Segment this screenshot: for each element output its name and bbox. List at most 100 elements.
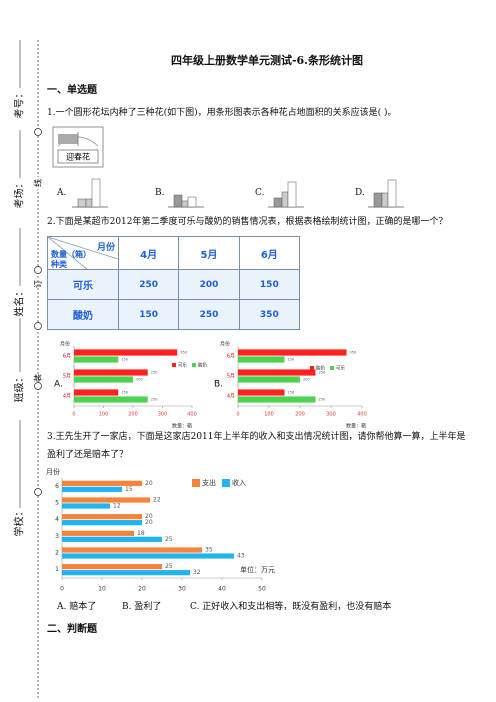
x-axis-title: 数量：箱: [346, 423, 366, 430]
x-tick-label: 0: [236, 412, 239, 418]
margin-label: 考场：: [14, 178, 26, 209]
row-header: 可乐: [47, 269, 119, 300]
option-icon: [72, 178, 108, 208]
value-label: 25: [165, 536, 173, 543]
bar: [62, 503, 110, 509]
value-label: 150: [288, 391, 295, 395]
bar: [62, 514, 142, 520]
doc-title: 四年级上册数学单元测试-6.条形统计图: [170, 54, 364, 67]
bar: [74, 376, 133, 383]
value-label: 350: [350, 351, 357, 355]
bar: [238, 389, 285, 396]
margin-line: 线 线 订 装: [19, 40, 45, 700]
x-tick-label: 30: [178, 586, 186, 593]
category-label: 6月: [63, 354, 71, 360]
value-label: 250: [151, 371, 158, 375]
x-tick-label: 50: [258, 586, 266, 593]
diagonal: [48, 237, 118, 260]
question-text: 1.一个圆形花坛内种了三种花(如下图)，用条形图表示各种花占地面积的关系应该是(…: [47, 108, 397, 118]
x-tick-label: 10: [98, 586, 106, 593]
value-label: 250: [151, 398, 158, 402]
category-label: 6: [55, 483, 59, 490]
icon-bar: [373, 192, 383, 208]
value-label: 18: [137, 530, 145, 537]
icon-bar: [91, 178, 101, 208]
category-label: 1: [55, 566, 59, 573]
table-cell: 350: [238, 299, 301, 330]
option: B.: [155, 188, 165, 198]
chart-a: 0 100 200 300 400 4月 150 250 5月 250 200 6月 350 150 可乐 酸…: [54, 341, 207, 430]
category-label: 4月: [63, 394, 71, 400]
icon-bar: [85, 198, 93, 208]
value-label: 12: [113, 503, 121, 510]
value-label: 150: [121, 358, 128, 362]
x-axis-title: 数量：箱: [172, 423, 192, 430]
icon-bar: [273, 197, 283, 208]
category-label: 5: [55, 500, 59, 507]
category-label: 3: [55, 533, 59, 540]
x-tick-label: 200: [128, 412, 138, 418]
binding-mark: 装: [33, 374, 43, 382]
bar: [62, 530, 134, 536]
bar: [62, 536, 162, 542]
option-icon: [168, 194, 204, 208]
margin-label: 姓名：: [14, 286, 26, 317]
x-tick-label: 20: [138, 586, 146, 593]
corner-diagonals: [48, 237, 118, 270]
category-label: 2: [55, 550, 59, 557]
bar: [238, 349, 347, 356]
bar: [74, 356, 119, 363]
category-label: 4月: [227, 394, 235, 400]
value-label: 200: [303, 378, 310, 382]
chart-b: 0 100 200 300 400 4月 150 250 5月 250 200 6月 350 150 酸奶 可…: [214, 341, 367, 430]
table-body: 月份 数量（箱） 种类 4月 5月 6月 可乐 250 200 150 酸奶 150 250 35…: [47, 236, 301, 330]
option-label: A.: [54, 380, 63, 390]
icon-bar: [173, 194, 183, 208]
question-text: 3.王先生开了一家店，下面是这家店2011年上半年的收入和支出情况统计图，请你帮…: [47, 432, 466, 460]
figure-box: [57, 149, 99, 164]
x-tick-label: 100: [264, 412, 274, 418]
corner-cell: 月份 数量（箱） 种类: [47, 236, 119, 270]
option-icon: [368, 179, 404, 208]
y-axis-title: 月份: [46, 467, 60, 476]
icon-bar: [287, 181, 297, 208]
option: A.: [57, 188, 67, 198]
value-label: 43: [237, 553, 245, 560]
margin-label: 学校：: [14, 506, 26, 537]
x-tick-label: 200: [295, 412, 305, 418]
category-label: 4: [55, 516, 59, 523]
bar: [62, 497, 150, 503]
legend-label: 支出: [202, 478, 216, 487]
table-cell: 250: [178, 299, 240, 330]
bar: [238, 356, 285, 363]
value-label: 150: [288, 358, 295, 362]
bar: [74, 349, 178, 356]
option: D.: [355, 188, 365, 198]
bar: [74, 396, 148, 403]
option: C. 正好收入和支出相等，既没有盈利，也没有赔本: [190, 602, 392, 612]
binding-mark: 线: [33, 179, 43, 187]
icon-bar: [181, 200, 189, 208]
margin-label: 班级：: [14, 372, 26, 403]
corner-label: 数量（箱）: [51, 250, 91, 259]
table-row: 酸奶 150 250 350: [47, 299, 301, 330]
legend-label: 酸奶: [316, 365, 325, 372]
option: B. 盈利了: [122, 602, 162, 612]
table-cell: 250: [117, 269, 180, 300]
table-cell: 200: [178, 269, 240, 300]
bar: [62, 520, 142, 526]
x-tick-label: 300: [158, 412, 168, 418]
bar: [238, 396, 316, 403]
table-cell: 150: [117, 299, 180, 330]
table-row: 可乐 250 200 150: [47, 269, 301, 300]
circle: [34, 128, 42, 136]
circle: [34, 322, 42, 330]
bar: [62, 480, 142, 486]
legend-swatch: [192, 479, 200, 487]
x-tick-label: 100: [99, 412, 109, 418]
circle: [34, 382, 42, 390]
table-cell: 150: [238, 269, 301, 300]
value-label: 20: [145, 513, 153, 520]
